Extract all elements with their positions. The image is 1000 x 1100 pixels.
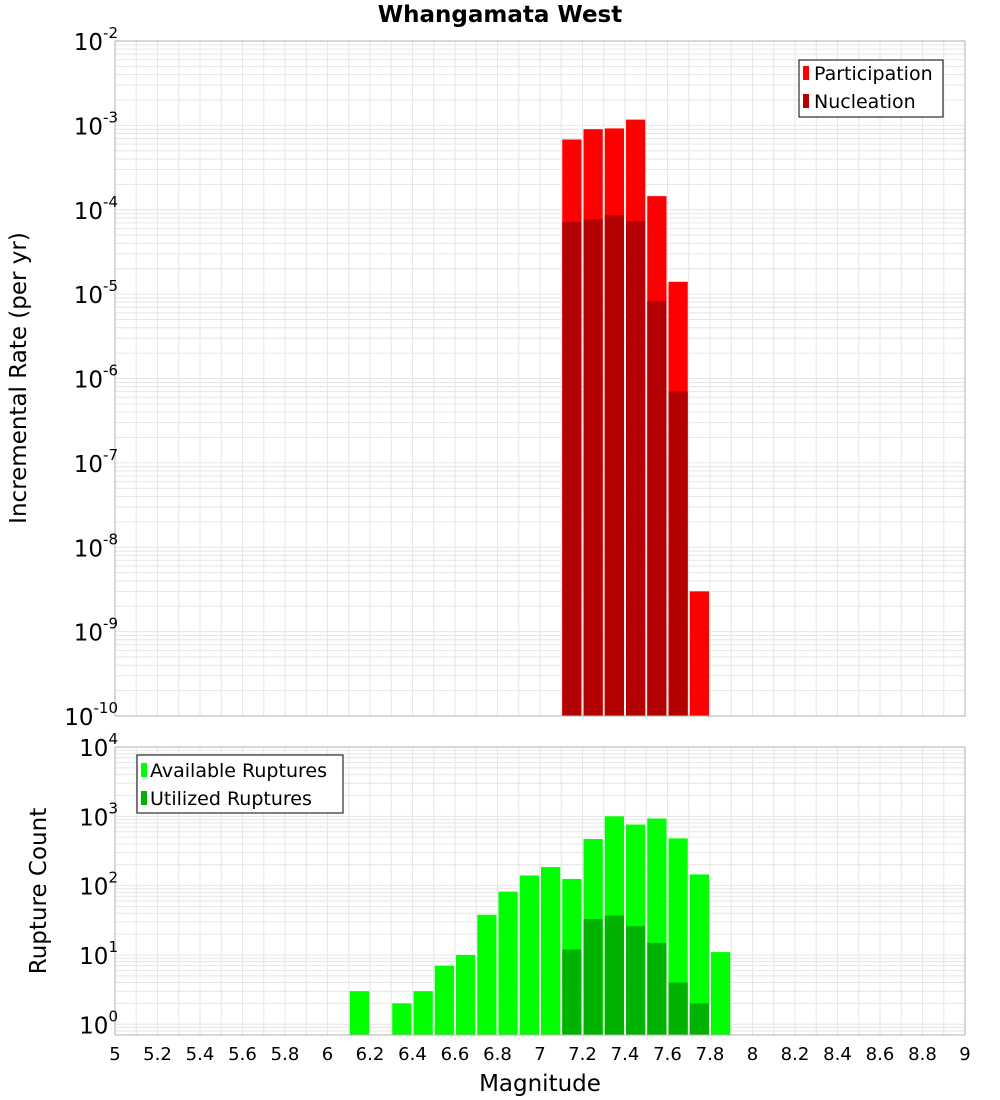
- y-tick-label: 102: [79, 869, 118, 901]
- top-legend-box: [798, 59, 944, 118]
- x-axis-title: Magnitude: [479, 1071, 601, 1097]
- nucleation-legend-swatch: [803, 94, 809, 108]
- x-tick-label: 8.8: [908, 1044, 937, 1065]
- available-ruptures-bar: [498, 891, 518, 1035]
- y-tick-label: 104: [79, 730, 118, 762]
- bottom-plot: 104 103 102 101 100 5 5.2 5.4 5.6 5.8 6 6.2 6.4 6.6 6…: [26, 730, 971, 1097]
- bottom-plot-frame: [114, 746, 966, 1036]
- utilized-ruptures-bar: [562, 949, 582, 1035]
- x-tick-label: 6: [322, 1044, 333, 1065]
- bottom-bars: [349, 816, 731, 1035]
- available-ruptures-bar: [689, 874, 709, 1035]
- x-tick-labels: 5 5.2 5.4 5.6 5.8 6 6.2 6.4 6.6 6.8 7 7.2 7.4 7.6 7.8 8…: [109, 1044, 970, 1065]
- available-ruptures-bar: [349, 991, 369, 1035]
- available-ruptures-bar: [477, 914, 497, 1035]
- x-tick-label: 7: [534, 1044, 545, 1065]
- x-tick-label: 7.6: [653, 1044, 682, 1065]
- y-tick-label: 100: [79, 1007, 118, 1039]
- utilized-ruptures-bar: [583, 919, 603, 1035]
- y-tick-label: 10-5: [74, 277, 118, 309]
- nucleation-bar: [668, 391, 688, 716]
- x-tick-label: 6.2: [356, 1044, 385, 1065]
- x-tick-label: 5.6: [228, 1044, 257, 1065]
- nucleation-legend-label: Nucleation: [814, 91, 916, 113]
- top-plot: 10-2 10-3 10-4 10-5 10-6 10-7 10-8 10-9 10-10 In…: [6, 24, 966, 731]
- x-tick-label: 7.8: [696, 1044, 725, 1065]
- available-ruptures-bar: [519, 875, 539, 1035]
- x-tick-label: 5: [109, 1044, 120, 1065]
- x-tick-label: 6.6: [441, 1044, 470, 1065]
- x-tick-label: 9: [959, 1044, 970, 1065]
- nucleation-bar: [647, 301, 667, 716]
- x-tick-label: 5.8: [271, 1044, 300, 1065]
- utilized-ruptures-bar: [689, 1003, 709, 1035]
- utilized-legend-swatch: [141, 791, 147, 805]
- y-tick-label: 103: [79, 799, 118, 831]
- y-tick-label: 10-8: [74, 530, 118, 562]
- x-tick-label: 5.2: [143, 1044, 172, 1065]
- x-tick-label: 6.4: [398, 1044, 427, 1065]
- nucleation-bar: [604, 215, 624, 717]
- available-ruptures-bar: [541, 867, 561, 1035]
- x-tick-label: 6.8: [483, 1044, 512, 1065]
- top-legend: Participation Nucleation: [798, 59, 944, 118]
- nucleation-bar: [626, 221, 646, 716]
- y-tick-label: 10-9: [74, 615, 118, 647]
- x-tick-label: 8.6: [866, 1044, 895, 1065]
- x-tick-label: 5.4: [186, 1044, 215, 1065]
- available-ruptures-bar: [434, 965, 454, 1035]
- participation-legend-label: Participation: [814, 63, 933, 85]
- available-ruptures-bar: [392, 1003, 412, 1035]
- y-tick-label: 10-6: [74, 362, 118, 394]
- top-plot-frame: [114, 40, 966, 717]
- available-legend-label: Available Ruptures: [150, 760, 327, 782]
- nucleation-bar: [562, 221, 582, 716]
- utilized-ruptures-bar: [626, 926, 646, 1035]
- y-tick-label: 10-2: [74, 24, 118, 56]
- top-bars: [562, 119, 709, 717]
- participation-legend-swatch: [803, 66, 809, 80]
- bottom-y-axis-title: Rupture Count: [26, 808, 52, 974]
- x-tick-label: 8: [747, 1044, 758, 1065]
- x-tick-label: 7.2: [568, 1044, 597, 1065]
- chart-title: Whangamata West: [378, 2, 622, 28]
- utilized-ruptures-bar: [604, 915, 624, 1035]
- utilized-ruptures-bar: [668, 982, 688, 1035]
- x-tick-label: 8.4: [823, 1044, 852, 1065]
- available-legend-swatch: [141, 763, 147, 777]
- y-tick-label: 101: [79, 938, 118, 970]
- y-tick-label: 10-4: [74, 193, 118, 225]
- y-tick-label: 10-7: [74, 446, 118, 478]
- bottom-legend: Available Ruptures Utilized Ruptures: [136, 754, 344, 814]
- available-ruptures-bar: [456, 954, 476, 1035]
- nucleation-bar: [583, 219, 603, 717]
- x-tick-label: 7.4: [611, 1044, 640, 1065]
- available-ruptures-bar: [413, 991, 433, 1035]
- top-y-tick-labels: 10-2 10-3 10-4 10-5 10-6 10-7 10-8 10-9 10-10: [64, 24, 118, 731]
- y-tick-label: 10-10: [64, 699, 118, 731]
- available-ruptures-bar: [711, 952, 731, 1035]
- bottom-legend-box: [136, 754, 344, 814]
- top-y-axis-title: Incremental Rate (per yr): [6, 232, 32, 524]
- y-tick-label: 10-3: [74, 108, 118, 140]
- utilized-ruptures-bar: [647, 942, 667, 1035]
- utilized-legend-label: Utilized Ruptures: [150, 788, 312, 810]
- bottom-y-tick-labels: 104 103 102 101 100: [79, 730, 118, 1039]
- participation-bar: [689, 591, 709, 716]
- x-tick-label: 8.2: [781, 1044, 810, 1065]
- top-gridlines: [115, 41, 965, 716]
